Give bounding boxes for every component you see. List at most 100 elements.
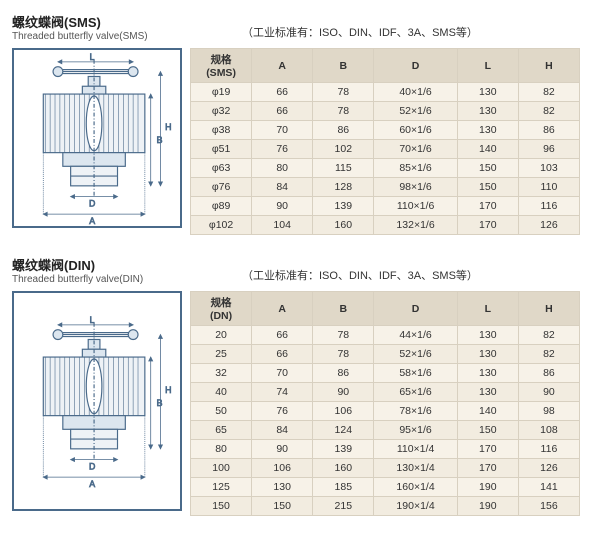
title-cn: 螺纹蝶阀(SMS) xyxy=(12,12,242,31)
standards-note: （工业标准有：ISO、DIN、IDF、3A、SMS等） xyxy=(242,267,478,285)
cell-A: 104 xyxy=(252,216,313,235)
table-row: 50 76 106 78×1/6 140 98 xyxy=(191,402,580,421)
col-A: A xyxy=(252,292,313,326)
cell-B: 215 xyxy=(313,497,374,516)
col-H: H xyxy=(518,49,579,83)
svg-text:H: H xyxy=(165,122,171,132)
svg-text:B: B xyxy=(157,135,163,145)
table-row: φ32 66 78 52×1/6 130 82 xyxy=(191,102,580,121)
cell-spec: φ89 xyxy=(191,197,252,216)
cell-B: 139 xyxy=(313,440,374,459)
cell-L: 130 xyxy=(457,383,518,402)
cell-A: 74 xyxy=(252,383,313,402)
table-row: φ76 84 128 98×1/6 150 110 xyxy=(191,178,580,197)
cell-A: 66 xyxy=(252,83,313,102)
cell-H: 86 xyxy=(518,364,579,383)
col-H: H xyxy=(518,292,579,326)
cell-A: 66 xyxy=(252,102,313,121)
cell-H: 108 xyxy=(518,421,579,440)
table-row: φ51 76 102 70×1/6 140 96 xyxy=(191,140,580,159)
cell-B: 106 xyxy=(313,402,374,421)
cell-spec: 65 xyxy=(191,421,252,440)
cell-A: 76 xyxy=(252,140,313,159)
cell-B: 90 xyxy=(313,383,374,402)
cell-spec: 50 xyxy=(191,402,252,421)
cell-L: 190 xyxy=(457,478,518,497)
table-row: 100 106 160 130×1/4 170 126 xyxy=(191,459,580,478)
col-L: L xyxy=(457,49,518,83)
cell-A: 84 xyxy=(252,421,313,440)
title-en: Threaded butterfly valve(SMS) xyxy=(12,31,242,42)
spec-table: 规格(DN) ABDLH 20 66 78 44×1/6 130 82 25 6… xyxy=(190,291,580,516)
cell-H: 126 xyxy=(518,459,579,478)
table-row: 20 66 78 44×1/6 130 82 xyxy=(191,326,580,345)
cell-A: 76 xyxy=(252,402,313,421)
cell-D: 130×1/4 xyxy=(374,459,457,478)
cell-D: 65×1/6 xyxy=(374,383,457,402)
cell-D: 40×1/6 xyxy=(374,83,457,102)
cell-H: 156 xyxy=(518,497,579,516)
cell-H: 110 xyxy=(518,178,579,197)
cell-D: 95×1/6 xyxy=(374,421,457,440)
cell-D: 110×1/6 xyxy=(374,197,457,216)
cell-spec: 125 xyxy=(191,478,252,497)
cell-D: 52×1/6 xyxy=(374,102,457,121)
cell-A: 90 xyxy=(252,197,313,216)
cell-D: 98×1/6 xyxy=(374,178,457,197)
cell-L: 150 xyxy=(457,159,518,178)
table-row: 65 84 124 95×1/6 150 108 xyxy=(191,421,580,440)
cell-B: 102 xyxy=(313,140,374,159)
table-row: 150 150 215 190×1/4 190 156 xyxy=(191,497,580,516)
standards-note: （工业标准有：ISO、DIN、IDF、3A、SMS等） xyxy=(242,24,478,42)
cell-spec: 32 xyxy=(191,364,252,383)
cell-D: 132×1/6 xyxy=(374,216,457,235)
cell-D: 70×1/6 xyxy=(374,140,457,159)
svg-text:B: B xyxy=(157,398,163,408)
cell-L: 170 xyxy=(457,216,518,235)
cell-A: 90 xyxy=(252,440,313,459)
cell-H: 141 xyxy=(518,478,579,497)
cell-H: 82 xyxy=(518,345,579,364)
cell-H: 82 xyxy=(518,326,579,345)
cell-H: 82 xyxy=(518,83,579,102)
cell-spec: 100 xyxy=(191,459,252,478)
cell-B: 160 xyxy=(313,216,374,235)
table-row: φ63 80 115 85×1/6 150 103 xyxy=(191,159,580,178)
cell-B: 185 xyxy=(313,478,374,497)
cell-spec: φ102 xyxy=(191,216,252,235)
cell-H: 82 xyxy=(518,102,579,121)
cell-B: 86 xyxy=(313,364,374,383)
cell-D: 85×1/6 xyxy=(374,159,457,178)
cell-spec: 80 xyxy=(191,440,252,459)
cell-D: 44×1/6 xyxy=(374,326,457,345)
cell-L: 130 xyxy=(457,102,518,121)
col-D: D xyxy=(374,292,457,326)
svg-text:L: L xyxy=(90,52,95,62)
cell-L: 170 xyxy=(457,440,518,459)
cell-spec: φ76 xyxy=(191,178,252,197)
table-row: 40 74 90 65×1/6 130 90 xyxy=(191,383,580,402)
title-cn: 螺纹蝶阀(DIN) xyxy=(12,255,242,274)
col-B: B xyxy=(313,49,374,83)
cell-L: 170 xyxy=(457,197,518,216)
cell-spec: 20 xyxy=(191,326,252,345)
valve-diagram: L H B D A xyxy=(12,48,182,228)
svg-text:A: A xyxy=(89,216,95,226)
cell-D: 160×1/4 xyxy=(374,478,457,497)
col-L: L xyxy=(457,292,518,326)
svg-text:D: D xyxy=(89,461,95,471)
title-en: Threaded butterfly valve(DIN) xyxy=(12,274,242,285)
cell-spec: φ51 xyxy=(191,140,252,159)
cell-A: 130 xyxy=(252,478,313,497)
table-row: 80 90 139 110×1/4 170 116 xyxy=(191,440,580,459)
cell-L: 150 xyxy=(457,421,518,440)
cell-spec: φ63 xyxy=(191,159,252,178)
cell-B: 128 xyxy=(313,178,374,197)
cell-spec: 25 xyxy=(191,345,252,364)
spec-table: 规格(SMS) ABDLH φ19 66 78 40×1/6 130 82 φ3… xyxy=(190,48,580,235)
svg-text:L: L xyxy=(90,315,95,325)
table-row: φ38 70 86 60×1/6 130 86 xyxy=(191,121,580,140)
cell-spec: 40 xyxy=(191,383,252,402)
table-row: 32 70 86 58×1/6 130 86 xyxy=(191,364,580,383)
col-spec: 规格(SMS) xyxy=(191,49,252,83)
